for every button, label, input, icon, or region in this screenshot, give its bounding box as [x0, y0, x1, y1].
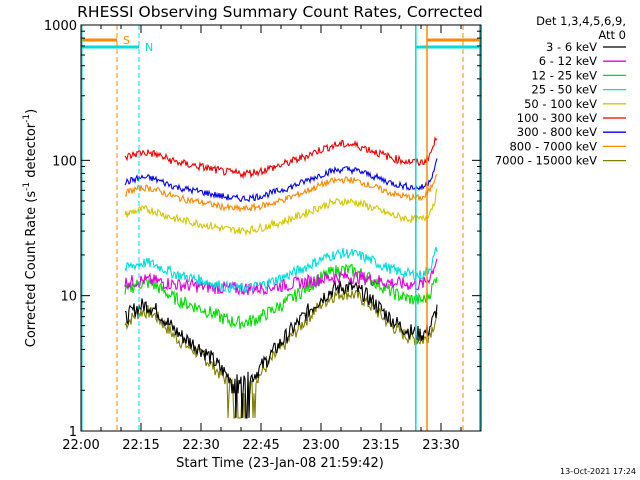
footer-timestamp: 13-Oct-2021 17:24 — [560, 467, 636, 476]
legend-label: 3 - 6 keV — [546, 40, 597, 54]
y-tick-label: 100 — [52, 154, 77, 169]
legend-label: 7000 - 15000 keV — [495, 154, 597, 168]
legend-label: 25 - 50 keV — [531, 83, 597, 97]
series-4-line — [124, 188, 438, 237]
x-tick-label: 23:15 — [362, 438, 399, 453]
series-7-line — [124, 173, 438, 213]
x-tick-label: 22:30 — [182, 438, 219, 453]
legend-header-line-2: Att 0 — [598, 28, 626, 42]
x-tick-label: 22:45 — [242, 438, 279, 453]
y-axis-label: Corrected Count Rate (s-1 detector-1) — [22, 109, 39, 347]
y-tick-label: 1000 — [44, 19, 77, 34]
instrument-flags: SN — [81, 25, 481, 431]
x-tick-label: 22:00 — [62, 438, 99, 453]
saa-flag-label: S — [123, 34, 130, 47]
y-tick-label: 1 — [69, 425, 77, 440]
legend-label: 12 - 25 keV — [531, 68, 597, 82]
plot-frame — [80, 24, 482, 432]
legend-label: 800 - 7000 keV — [509, 139, 597, 153]
legend-label: 50 - 100 keV — [524, 97, 597, 111]
legend-label: 6 - 12 keV — [539, 54, 597, 68]
x-axis: 22:00 22:15 22:30 22:45 23:00 23:15 23:30 — [62, 25, 482, 453]
series-6-line — [124, 158, 438, 203]
series-3-line — [124, 246, 438, 293]
series-5-line — [124, 136, 438, 180]
x-tick-label: 23:30 — [422, 438, 459, 453]
x-axis-label: Start Time (23-Jan-08 21:59:42) — [176, 456, 384, 471]
night-flag-label: N — [145, 41, 153, 54]
series-2-line — [124, 263, 438, 330]
y-tick-label: 10 — [60, 290, 77, 305]
legend-label: 100 - 300 keV — [517, 111, 597, 125]
series-layer — [124, 136, 438, 419]
x-tick-label: 23:00 — [302, 438, 339, 453]
series-0-line — [124, 279, 438, 419]
y-axis: 1 10 100 1000 — [44, 19, 481, 440]
legend-header-line-1: Det 1,3,4,5,6,9, — [536, 14, 626, 28]
series-1-line — [124, 258, 438, 297]
chart-title: RHESSI Observing Summary Count Rates, Co… — [77, 3, 483, 21]
legend-label: 300 - 800 keV — [517, 125, 597, 139]
x-tick-label: 22:15 — [122, 438, 159, 453]
